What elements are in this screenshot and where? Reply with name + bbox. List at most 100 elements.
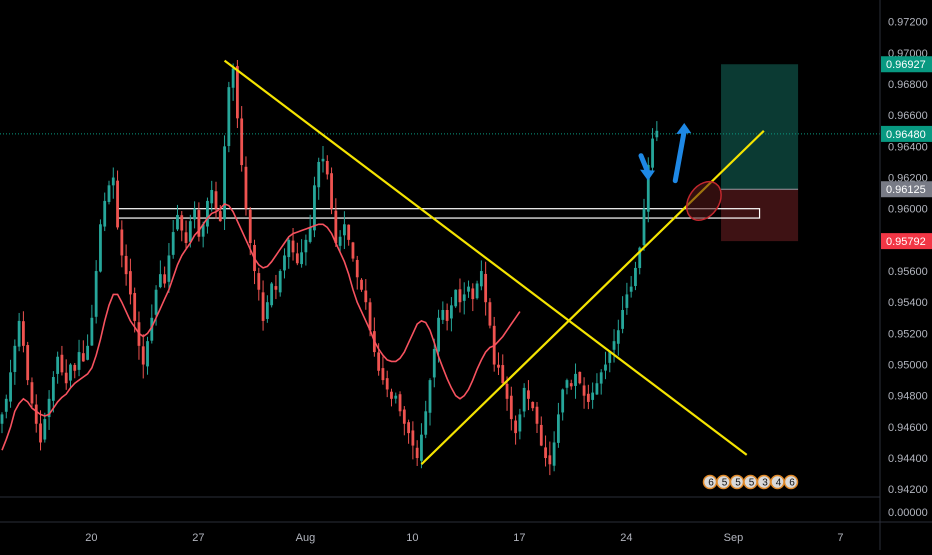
candle-body xyxy=(43,419,47,440)
candle xyxy=(150,304,154,344)
candle xyxy=(402,406,406,436)
candle xyxy=(167,243,171,293)
arrow-up-icon[interactable] xyxy=(672,122,692,184)
candle-body xyxy=(625,294,629,308)
arrow-head xyxy=(676,122,692,134)
candle-body xyxy=(167,255,171,282)
price-tick-label: 0.94400 xyxy=(888,453,928,465)
candle xyxy=(330,167,333,215)
candle xyxy=(569,379,573,390)
highlight-ellipse[interactable] xyxy=(680,175,729,227)
candle xyxy=(527,380,530,411)
trendline-descending-resistance[interactable] xyxy=(223,59,748,456)
event-flag-icon xyxy=(783,474,799,490)
event-marker[interactable]: 3 xyxy=(756,474,772,490)
candle-body xyxy=(274,286,278,290)
candle xyxy=(124,244,128,286)
candle xyxy=(488,298,492,329)
position-tool[interactable] xyxy=(0,64,880,242)
candle xyxy=(415,440,419,467)
candle xyxy=(81,340,85,362)
candle-body xyxy=(368,302,372,331)
candle xyxy=(574,363,577,399)
candle xyxy=(163,266,167,288)
event-marker[interactable]: 6 xyxy=(702,474,718,490)
event-count: 6 xyxy=(789,478,795,489)
time-tick-label: 24 xyxy=(620,532,632,544)
candle xyxy=(561,388,565,421)
candle xyxy=(604,351,607,380)
candle-body xyxy=(0,414,4,424)
candle-body xyxy=(484,273,488,303)
time-tick-label: 20 xyxy=(85,532,97,544)
candle-body xyxy=(171,232,175,255)
candle-body xyxy=(616,330,620,344)
candle-body xyxy=(214,191,218,209)
candle xyxy=(300,239,303,268)
candle xyxy=(535,402,539,433)
candle-body xyxy=(569,383,573,387)
price-axis-panel xyxy=(880,0,932,550)
candle-body xyxy=(330,173,333,209)
candle-body xyxy=(608,352,612,363)
candle xyxy=(334,198,338,247)
candle-body xyxy=(22,321,25,346)
event-marker[interactable]: 5 xyxy=(716,474,731,490)
candle xyxy=(274,274,278,300)
candle-body xyxy=(265,302,269,319)
arrow-down-icon[interactable] xyxy=(638,153,655,181)
candle-body xyxy=(458,289,462,303)
candle-body xyxy=(355,259,359,278)
price-label-text: 0.96125 xyxy=(886,184,926,196)
candle xyxy=(60,345,64,376)
candle-body xyxy=(90,317,94,346)
candle-body xyxy=(655,130,659,138)
candle xyxy=(287,237,291,269)
candle-body xyxy=(535,406,539,424)
arrow-shaft xyxy=(672,128,687,184)
candle-body xyxy=(30,382,34,404)
candle-body xyxy=(116,180,119,228)
candle xyxy=(411,421,415,460)
candle-body xyxy=(86,345,89,360)
event-marker[interactable]: 5 xyxy=(743,474,758,490)
candle-body xyxy=(557,414,560,443)
event-marker[interactable]: 4 xyxy=(770,474,785,490)
candle-body xyxy=(248,209,252,243)
candle xyxy=(34,394,38,433)
price-label-badge xyxy=(881,125,932,142)
position-profit-zone[interactable] xyxy=(721,64,799,190)
candle-body xyxy=(146,341,149,367)
candle xyxy=(304,234,308,266)
candle-body xyxy=(518,414,522,432)
candle-body xyxy=(236,66,239,119)
candle-body xyxy=(60,354,64,373)
candle-body xyxy=(351,242,355,259)
event-marker[interactable]: 6 xyxy=(783,474,799,490)
candle xyxy=(621,296,624,334)
candle xyxy=(497,352,500,376)
candle-body xyxy=(505,383,509,399)
candle-body xyxy=(364,290,368,303)
price-tick-label: 0.96000 xyxy=(888,204,928,216)
candle xyxy=(0,412,4,434)
candle xyxy=(4,394,8,419)
candle-body xyxy=(133,293,137,321)
candle-body xyxy=(218,211,222,222)
candle xyxy=(364,279,368,310)
annotations[interactable] xyxy=(638,122,729,227)
arrow-head xyxy=(640,169,655,181)
candle xyxy=(69,363,72,388)
event-marker[interactable]: 5 xyxy=(729,474,745,490)
candle xyxy=(184,220,188,249)
candle-body xyxy=(595,383,599,395)
candle-body xyxy=(467,286,470,292)
price-label-badge xyxy=(881,56,932,73)
candle-body xyxy=(360,279,363,290)
candle xyxy=(458,278,462,313)
candle xyxy=(338,230,342,253)
candle xyxy=(381,356,385,385)
